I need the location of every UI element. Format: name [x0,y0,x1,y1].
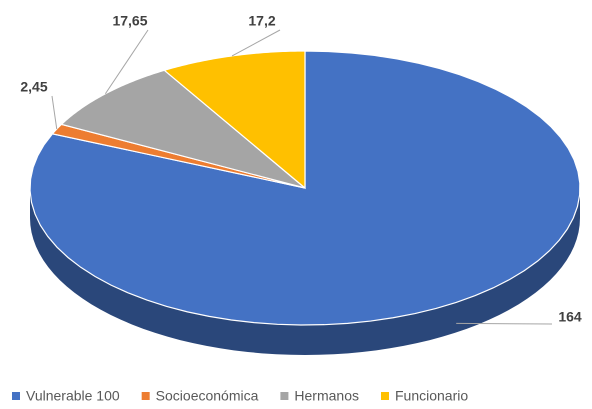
legend-swatch [12,392,20,400]
data-label: 164 [558,309,582,325]
pie-side [30,188,580,355]
legend-label: Socioeconómica [156,388,259,404]
pie-slice [163,50,306,190]
legend-label: Vulnerable 100 [26,388,120,404]
data-label: 17,2 [248,13,275,29]
legend-label: Hermanos [294,388,359,404]
legend-swatch [280,392,289,400]
leader-line [104,29,149,95]
legend-swatch [381,392,389,400]
leader-line [231,29,281,57]
data-label: 2,45 [20,79,47,95]
legend-label: Funcionario [395,388,468,404]
legend-swatch [141,392,150,400]
leader-line [51,95,58,130]
leader-line [456,322,553,325]
data-label: 17,65 [112,13,147,29]
